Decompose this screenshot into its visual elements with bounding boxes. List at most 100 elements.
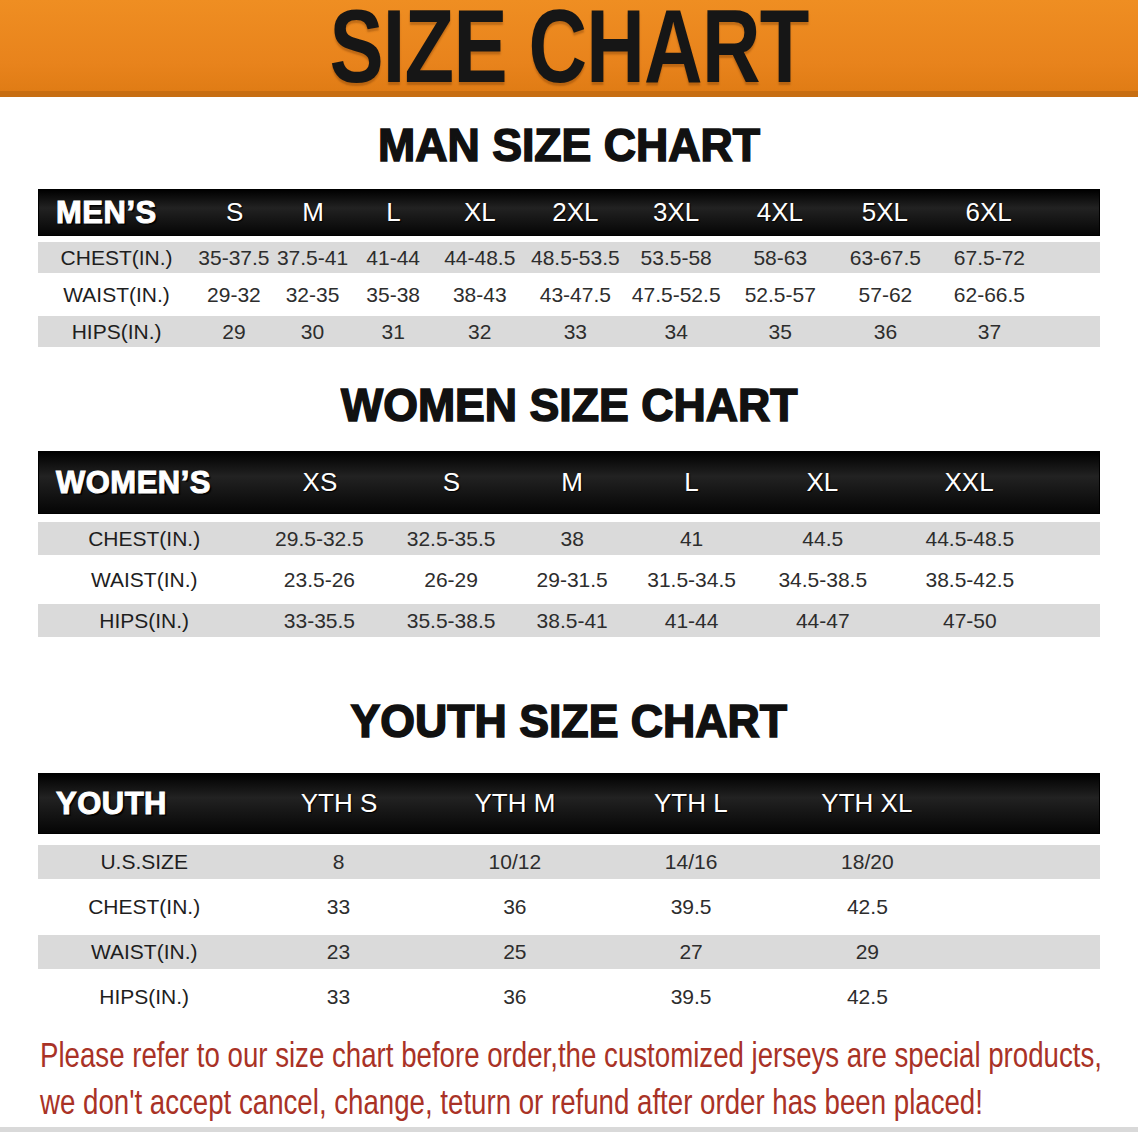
size-value: 58-63 xyxy=(727,246,833,270)
table-header-label: WOMEN’S xyxy=(39,465,251,501)
size-value: 38.5-42.5 xyxy=(893,568,1047,592)
column-header: L xyxy=(630,467,752,498)
column-header: M xyxy=(514,467,631,498)
mens-size-table: MEN’SSMLXL2XL3XL4XL5XL6XL CHEST(IN.)35-37… xyxy=(38,189,1100,347)
size-value: 62-66.5 xyxy=(937,283,1041,307)
size-value: 29-31.5 xyxy=(514,568,631,592)
table-header-label: MEN’S xyxy=(39,195,196,231)
disclaimer-line-2: we don't accept cancel, change, teturn o… xyxy=(40,1078,1138,1125)
size-value: 29 xyxy=(779,940,955,964)
column-header: 5XL xyxy=(833,197,937,228)
size-value: 29-32 xyxy=(195,283,273,307)
disclaimer-line-1: Please refer to our size chart before or… xyxy=(40,1031,1138,1078)
size-value: 44-47 xyxy=(753,609,893,633)
size-value: 36 xyxy=(427,895,603,919)
size-value: 26-29 xyxy=(388,568,513,592)
size-value: 57-62 xyxy=(833,283,937,307)
size-chart-banner: SIZE CHART xyxy=(0,0,1138,97)
table-row: HIPS(IN.)33-35.535.5-38.538.5-4141-4444-… xyxy=(38,604,1100,637)
table-row: WAIST(IN.)23.5-2626-2929-31.531.5-34.534… xyxy=(38,563,1100,596)
table-row: HIPS(IN.)333639.542.5 xyxy=(38,980,1100,1014)
size-value: 33 xyxy=(525,320,625,344)
size-value: 23.5-26 xyxy=(250,568,388,592)
column-header: 2XL xyxy=(526,197,626,228)
size-value: 31 xyxy=(352,320,434,344)
womens-size-table: WOMEN’SXSSMLXLXXLCHEST(IN.)29.5-32.532.5… xyxy=(38,451,1100,637)
size-value: 31.5-34.5 xyxy=(631,568,753,592)
table-row: CHEST(IN.)29.5-32.532.5-35.5384144.544.5… xyxy=(38,522,1100,555)
size-value: 47.5-52.5 xyxy=(625,283,727,307)
table-header-label: YOUTH xyxy=(39,786,251,822)
size-value: 14/16 xyxy=(603,850,779,874)
man-section-heading: MAN SIZE CHART xyxy=(0,119,1138,171)
row-label: CHEST(IN.) xyxy=(38,527,250,551)
size-value: 52.5-57 xyxy=(727,283,833,307)
size-value: 39.5 xyxy=(603,985,779,1009)
size-value: 44.5-48.5 xyxy=(893,527,1047,551)
size-value: 47-50 xyxy=(893,609,1047,633)
size-value: 39.5 xyxy=(603,895,779,919)
table-row: HIPS(IN.)293031323334353637 xyxy=(38,316,1100,347)
column-header: 4XL xyxy=(727,197,833,228)
size-value: 23 xyxy=(250,940,426,964)
column-header: S xyxy=(389,467,514,498)
size-value: 36 xyxy=(833,320,937,344)
size-value: 38.5-41 xyxy=(514,609,631,633)
size-value: 35-37.5 xyxy=(195,246,273,270)
size-value: 36 xyxy=(427,985,603,1009)
row-label: WAIST(IN.) xyxy=(38,940,250,964)
column-header: YTH S xyxy=(251,788,427,819)
size-value: 8 xyxy=(250,850,426,874)
size-value: 34.5-38.5 xyxy=(753,568,893,592)
size-value: 30 xyxy=(273,320,353,344)
page-title: SIZE CHART xyxy=(330,0,809,98)
column-header: XL xyxy=(434,197,525,228)
table-header-row: MEN’SSMLXL2XL3XL4XL5XL6XL xyxy=(38,189,1100,236)
women-section-heading: WOMEN SIZE CHART xyxy=(0,379,1138,431)
size-value: 33 xyxy=(250,985,426,1009)
size-value: 32 xyxy=(434,320,525,344)
size-value: 29 xyxy=(195,320,273,344)
size-value: 42.5 xyxy=(779,895,955,919)
size-value: 32.5-35.5 xyxy=(388,527,513,551)
size-value: 48.5-53.5 xyxy=(525,246,625,270)
column-header: S xyxy=(196,197,273,228)
row-label: CHEST(IN.) xyxy=(38,246,195,270)
size-value: 37.5-41 xyxy=(273,246,353,270)
column-header: XXL xyxy=(892,467,1046,498)
table-row: U.S.SIZE810/1214/1618/20 xyxy=(38,845,1100,879)
size-value: 35-38 xyxy=(352,283,434,307)
size-value: 27 xyxy=(603,940,779,964)
size-value: 67.5-72 xyxy=(937,246,1041,270)
youth-section-heading: YOUTH SIZE CHART xyxy=(0,695,1138,747)
size-value: 35.5-38.5 xyxy=(388,609,513,633)
row-label: HIPS(IN.) xyxy=(38,985,250,1009)
disclaimer: Please refer to our size chart before or… xyxy=(40,1031,1138,1125)
size-value: 10/12 xyxy=(427,850,603,874)
size-value: 43-47.5 xyxy=(525,283,625,307)
size-value: 38 xyxy=(514,527,631,551)
table-header-row: WOMEN’SXSSMLXLXXL xyxy=(38,451,1100,514)
size-value: 25 xyxy=(427,940,603,964)
size-value: 33 xyxy=(250,895,426,919)
size-value: 37 xyxy=(937,320,1041,344)
size-value: 34 xyxy=(625,320,727,344)
youth-size-table: YOUTHYTH SYTH MYTH LYTH XLU.S.SIZE810/12… xyxy=(38,773,1100,1014)
column-header: M xyxy=(273,197,353,228)
column-header: 3XL xyxy=(625,197,727,228)
column-header: L xyxy=(353,197,435,228)
size-value: 44-48.5 xyxy=(434,246,525,270)
row-label: HIPS(IN.) xyxy=(38,609,250,633)
size-value: 41-44 xyxy=(631,609,753,633)
bottom-divider xyxy=(0,1127,1138,1132)
size-value: 63-67.5 xyxy=(833,246,937,270)
row-label: WAIST(IN.) xyxy=(38,568,250,592)
size-value: 35 xyxy=(727,320,833,344)
size-value: 41 xyxy=(631,527,753,551)
column-header: 6XL xyxy=(937,197,1041,228)
size-value: 41-44 xyxy=(352,246,434,270)
row-label: CHEST(IN.) xyxy=(38,895,250,919)
size-value: 53.5-58 xyxy=(625,246,727,270)
column-header: XL xyxy=(752,467,892,498)
table-row: CHEST(IN.)35-37.537.5-4141-4444-48.548.5… xyxy=(38,242,1100,273)
